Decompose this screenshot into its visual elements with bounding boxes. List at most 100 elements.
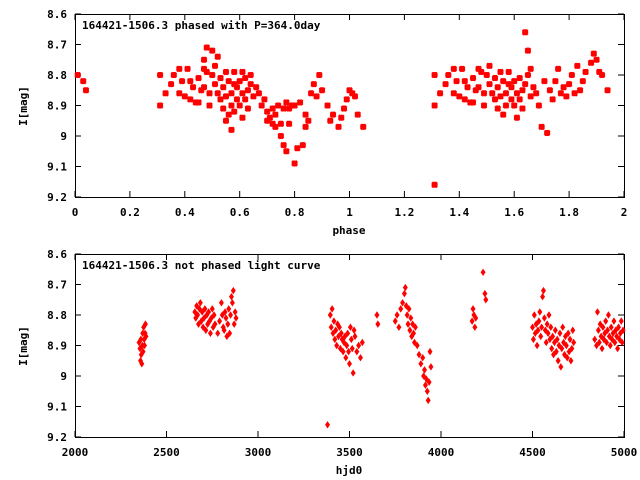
data-point bbox=[545, 329, 551, 338]
data-point bbox=[214, 53, 222, 60]
data-point bbox=[299, 141, 307, 149]
y-tick-label: 9.2 bbox=[47, 431, 67, 444]
data-point bbox=[229, 299, 235, 307]
data-point bbox=[142, 341, 148, 350]
data-point bbox=[494, 105, 502, 112]
data-point bbox=[181, 93, 189, 100]
data-point bbox=[329, 305, 335, 313]
data-point bbox=[344, 341, 350, 350]
data-point bbox=[407, 326, 413, 334]
data-point bbox=[207, 329, 213, 338]
data-point bbox=[410, 320, 416, 328]
data-point bbox=[562, 332, 568, 341]
data-point bbox=[156, 71, 164, 79]
data-point bbox=[505, 68, 512, 76]
data-point bbox=[215, 329, 221, 338]
y-tick-label: 9.2 bbox=[47, 191, 67, 204]
data-point bbox=[236, 102, 243, 109]
data-point bbox=[486, 80, 493, 88]
x-tick-label: 1.6 bbox=[504, 206, 524, 219]
chart-title: 164421-1506.3 not phased light curve bbox=[82, 259, 321, 272]
data-point bbox=[535, 326, 541, 334]
data-point bbox=[252, 83, 260, 91]
data-point bbox=[475, 83, 482, 91]
data-point bbox=[346, 347, 352, 356]
data-point bbox=[605, 326, 611, 334]
data-point bbox=[616, 335, 622, 344]
data-point bbox=[401, 289, 407, 298]
data-point bbox=[241, 74, 249, 82]
data-point bbox=[431, 181, 438, 189]
data-point bbox=[519, 105, 526, 112]
data-point bbox=[600, 323, 606, 331]
data-point bbox=[488, 90, 496, 97]
data-point bbox=[199, 308, 205, 316]
data-points bbox=[136, 268, 626, 429]
data-point bbox=[200, 323, 206, 331]
data-point bbox=[499, 111, 507, 118]
data-point bbox=[217, 74, 224, 82]
data-point bbox=[483, 296, 489, 304]
data-point bbox=[422, 366, 428, 374]
data-point bbox=[347, 360, 352, 368]
data-point bbox=[217, 317, 223, 325]
data-point bbox=[357, 353, 363, 362]
data-point bbox=[283, 99, 290, 106]
x-axis-label: hjd0 bbox=[336, 464, 363, 477]
data-point bbox=[228, 102, 235, 109]
data-point bbox=[263, 117, 271, 125]
data-point bbox=[560, 83, 567, 91]
data-point bbox=[594, 308, 600, 316]
data-point bbox=[239, 68, 246, 76]
data-point bbox=[218, 299, 224, 307]
data-point bbox=[603, 317, 609, 325]
data-point bbox=[285, 120, 293, 128]
data-point bbox=[222, 117, 230, 125]
data-point bbox=[411, 338, 417, 347]
data-point bbox=[156, 102, 164, 109]
data-point bbox=[208, 47, 216, 54]
data-point bbox=[230, 68, 238, 76]
data-point bbox=[203, 326, 209, 334]
x-tick-label: 2000 bbox=[62, 446, 89, 459]
data-point bbox=[421, 372, 427, 380]
data-point bbox=[574, 62, 581, 70]
data-point bbox=[239, 90, 246, 97]
data-point bbox=[354, 347, 360, 356]
data-point bbox=[329, 111, 337, 118]
data-point bbox=[532, 329, 538, 338]
data-point bbox=[472, 86, 480, 94]
data-point bbox=[605, 311, 611, 319]
data-point bbox=[531, 311, 537, 319]
data-point bbox=[202, 305, 208, 313]
data-point bbox=[283, 147, 290, 155]
data-point bbox=[201, 314, 207, 322]
y-tick-label: 8.6 bbox=[47, 248, 67, 261]
data-point bbox=[608, 323, 614, 331]
data-point bbox=[178, 77, 186, 85]
y-axis-ticks: 8.6 8.7 8.8 8.9 9 9.1 9.2 bbox=[47, 248, 624, 444]
data-point bbox=[349, 344, 355, 353]
data-point bbox=[541, 77, 548, 85]
data-point bbox=[139, 360, 145, 368]
data-point bbox=[341, 338, 347, 347]
data-point bbox=[497, 68, 504, 76]
data-point bbox=[334, 341, 340, 350]
data-point bbox=[351, 93, 359, 100]
data-point bbox=[325, 421, 331, 429]
data-point bbox=[423, 375, 429, 383]
data-point bbox=[502, 90, 510, 97]
data-point bbox=[313, 93, 320, 100]
data-point bbox=[226, 305, 232, 313]
x-tick-label: 1 bbox=[346, 206, 353, 219]
x-tick-label: 0 bbox=[72, 206, 79, 219]
data-point bbox=[222, 308, 228, 316]
x-tick-label: 3500 bbox=[336, 446, 363, 459]
data-point bbox=[255, 90, 263, 97]
data-point bbox=[535, 102, 543, 109]
data-point bbox=[274, 102, 282, 109]
y-tick-label: 8.6 bbox=[47, 8, 67, 21]
data-point bbox=[601, 335, 607, 344]
x-tick-label: 0.2 bbox=[120, 206, 140, 219]
data-point bbox=[266, 114, 274, 121]
